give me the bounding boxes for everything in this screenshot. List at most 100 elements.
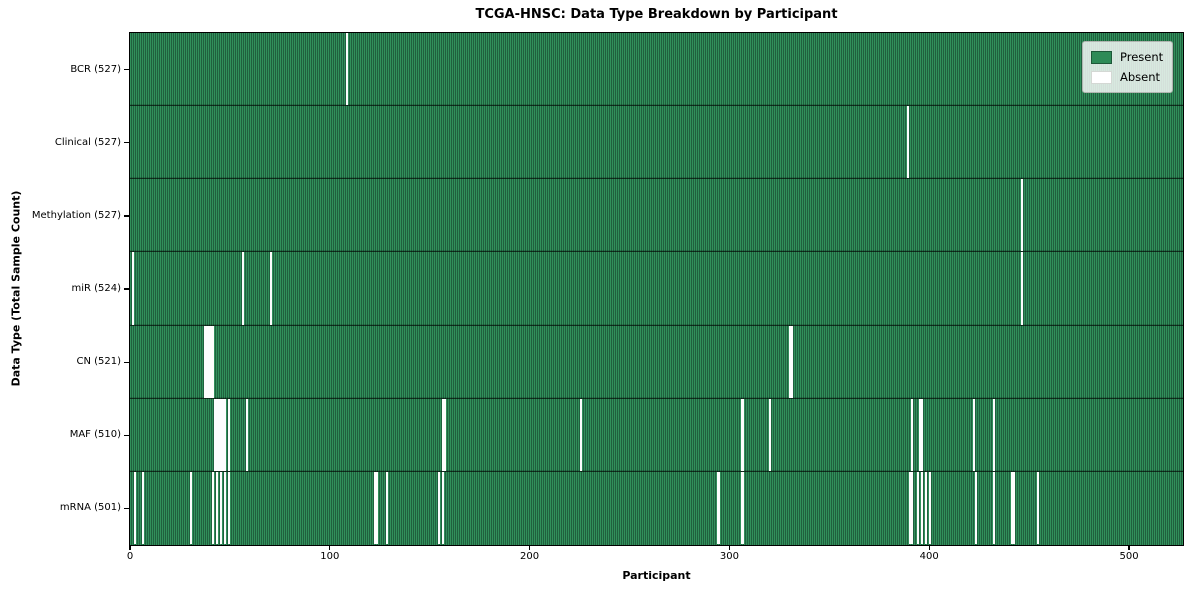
absent-mark-Methylation-446: [1021, 179, 1024, 252]
heatmap-row-mRNA: [130, 471, 1183, 545]
absent-mark-CN-37: [203, 325, 207, 398]
x-tick-mark-500: [1128, 545, 1130, 550]
absent-mark-mRNA-423: [975, 471, 978, 544]
absent-mark-mRNA-49: [227, 471, 230, 544]
plot-area: [129, 32, 1184, 546]
absent-mark-mRNA-123: [375, 471, 378, 544]
heatmap-row-miR: [130, 252, 1183, 326]
y-tick-mark-miR: [124, 288, 129, 290]
absent-mark-mRNA-122: [373, 471, 376, 544]
absent-mark-mRNA-394: [917, 471, 920, 544]
heatmap-row-MAF: [130, 398, 1183, 472]
x-tick-label-100: 100: [320, 551, 340, 562]
heatmap-row-CN: [130, 325, 1183, 399]
absent-mark-mRNA-156: [441, 471, 444, 544]
absent-mark-CN-331: [791, 325, 794, 398]
absent-mark-MAF-49: [227, 398, 230, 471]
absent-mark-mRNA-454: [1037, 471, 1040, 544]
legend-present-swatch-icon: [1091, 50, 1112, 64]
x-tick-label-300: 300: [719, 551, 739, 562]
absent-mark-MAF-306: [741, 398, 744, 471]
y-tick-label-Clinical: Clinical (527): [54, 136, 121, 148]
legend-present-label: Present: [1120, 50, 1164, 64]
y-tick-label-mRNA: mRNA (501): [59, 502, 121, 514]
absent-mark-mRNA-398: [925, 471, 928, 544]
absent-mark-mRNA-441: [1011, 471, 1014, 544]
y-tick-label-Methylation: Methylation (527): [31, 209, 121, 221]
y-tick-label-MAF: MAF (510): [69, 429, 121, 441]
absent-mark-mRNA-294: [717, 471, 720, 544]
absent-mark-mRNA-400: [929, 471, 932, 544]
legend-absent-label: Absent: [1120, 70, 1161, 84]
absent-mark-MAF-46: [221, 398, 224, 471]
absent-mark-miR-56: [241, 252, 244, 325]
x-tick-label-400: 400: [919, 551, 939, 562]
y-tick-mark-Methylation: [124, 215, 129, 217]
legend-absent-swatch-icon: [1091, 70, 1112, 84]
absent-mark-mRNA-391: [911, 471, 914, 544]
absent-mark-mRNA-47: [223, 471, 226, 544]
absent-mark-CN-39: [207, 325, 211, 398]
absent-mark-mRNA-432: [993, 471, 996, 544]
absent-mark-MAF-47: [223, 398, 226, 471]
x-tick-mark-300: [728, 545, 731, 550]
absent-mark-CN-38: [205, 325, 209, 398]
absent-mark-MAF-395: [919, 398, 922, 471]
absent-mark-mRNA-154: [437, 471, 440, 544]
y-tick-label-CN: CN (521): [76, 356, 121, 368]
x-tick-mark-0: [129, 545, 131, 550]
x-tick-mark-400: [928, 545, 930, 550]
absent-mark-mRNA-128: [385, 471, 388, 544]
absent-mark-mRNA-41: [211, 471, 214, 544]
absent-mark-MAF-43: [215, 398, 218, 471]
absent-mark-miR-446: [1021, 252, 1024, 325]
x-tick-label-500: 500: [1119, 551, 1139, 562]
absent-mark-mRNA-390: [909, 471, 912, 544]
x-tick-mark-200: [529, 545, 531, 550]
x-axis-label: Participant: [622, 569, 691, 582]
absent-mark-miR-1: [132, 252, 135, 325]
absent-mark-mRNA-2: [134, 471, 137, 544]
absent-mark-MAF-42: [213, 398, 216, 471]
absent-mark-MAF-45: [219, 398, 222, 471]
chart-title: TCGA-HNSC: Data Type Breakdown by Partic…: [475, 7, 838, 22]
absent-mark-mRNA-43: [215, 471, 218, 544]
y-tick-label-miR: miR (524): [71, 283, 121, 294]
y-tick-mark-CN: [124, 361, 129, 363]
y-tick-label-BCR: BCR (527): [70, 63, 121, 75]
absent-mark-MAF-225: [579, 398, 582, 471]
heatmap-row-Methylation: [130, 179, 1183, 253]
absent-mark-Clinical-389: [907, 106, 910, 179]
absent-mark-BCR-108: [345, 33, 348, 106]
absent-mark-mRNA-45: [219, 471, 222, 544]
absent-mark-CN-41: [211, 325, 214, 398]
absent-mark-MAF-320: [769, 398, 772, 471]
y-tick-mark-MAF: [124, 434, 129, 436]
absent-mark-MAF-432: [993, 398, 996, 471]
legend-entry-absent: Absent: [1091, 67, 1163, 87]
legend: Present Absent: [1082, 41, 1174, 93]
absent-mark-MAF-391: [911, 398, 914, 471]
absent-mark-MAF-422: [973, 398, 976, 471]
x-tick-label-0: 0: [126, 551, 134, 562]
y-tick-mark-Clinical: [124, 142, 129, 144]
absent-mark-MAF-396: [921, 398, 924, 471]
absent-mark-mRNA-306: [741, 471, 744, 544]
absent-mark-MAF-44: [217, 398, 220, 471]
y-tick-mark-mRNA: [124, 507, 129, 510]
absent-mark-CN-40: [209, 325, 212, 398]
absent-mark-miR-70: [269, 252, 272, 325]
x-tick-label-200: 200: [520, 551, 540, 562]
absent-mark-MAF-156: [441, 398, 444, 471]
absent-mark-CN-330: [789, 325, 792, 398]
absent-mark-mRNA-30: [189, 471, 193, 544]
heatmap-row-BCR: [130, 33, 1183, 107]
absent-mark-mRNA-6: [141, 471, 145, 544]
absent-mark-mRNA-396: [921, 471, 924, 544]
legend-entry-present: Present: [1091, 47, 1163, 67]
absent-mark-mRNA-442: [1013, 471, 1016, 544]
heatmap-row-Clinical: [130, 106, 1183, 180]
y-tick-mark-BCR: [124, 69, 129, 71]
absent-mark-MAF-157: [443, 398, 446, 471]
